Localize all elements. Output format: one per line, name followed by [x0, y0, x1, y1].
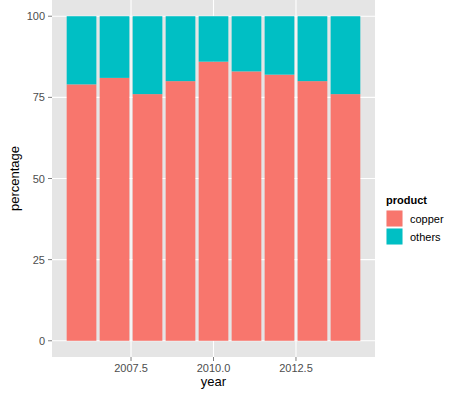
- x-axis-title: year: [201, 374, 227, 389]
- tick-label: 0: [39, 335, 45, 347]
- legend-key-bg: [386, 210, 403, 227]
- panel: [52, 0, 375, 357]
- legend-key: [387, 229, 403, 245]
- bar-segment: [265, 75, 295, 341]
- grid-line: [130, 0, 131, 357]
- bar-segment: [100, 16, 130, 78]
- bar-segment: [298, 81, 328, 341]
- tick: [48, 259, 52, 260]
- bar-segment: [199, 16, 229, 61]
- bar-segment: [331, 94, 361, 341]
- bars: [67, 16, 361, 341]
- legend-label: others: [410, 231, 441, 243]
- grid-line: [295, 0, 296, 357]
- tick: [295, 357, 296, 361]
- bar-segment: [232, 16, 262, 71]
- tick-label: 2007.5: [114, 362, 148, 374]
- tick-label: 75: [33, 91, 45, 103]
- tick: [213, 357, 214, 361]
- bar-segment: [331, 16, 361, 94]
- y-axis-title: percentage: [7, 146, 22, 211]
- bar-segment: [199, 62, 229, 341]
- bar-segment: [265, 16, 295, 74]
- bar-segment: [232, 71, 262, 340]
- tick: [48, 340, 52, 341]
- bar-segment: [67, 16, 97, 84]
- bar-segment: [166, 81, 196, 341]
- bar-segment: [67, 84, 97, 340]
- chart: 0 25 50 75 100 2007.5 2010.0 2012.5 year percenta…: [0, 0, 474, 395]
- tick-label: 2010.0: [197, 362, 231, 374]
- tick: [131, 357, 132, 361]
- tick-label: 2012.5: [279, 362, 313, 374]
- legend-title: product: [386, 194, 427, 206]
- tick-label: 100: [27, 10, 45, 22]
- tick-label: 50: [33, 173, 45, 185]
- tick-label: 25: [33, 254, 45, 266]
- bar-segment: [100, 78, 130, 341]
- legend-label: copper: [410, 213, 444, 225]
- tick: [48, 16, 52, 17]
- bar-segment: [133, 94, 163, 341]
- chart-container: 0 25 50 75 100 2007.5 2010.0 2012.5 year percenta…: [0, 0, 474, 395]
- legend-key: [387, 211, 403, 227]
- tick: [48, 178, 52, 179]
- bar-segment: [166, 16, 196, 81]
- tick: [48, 97, 52, 98]
- legend-key-bg: [386, 228, 403, 245]
- bar-segment: [298, 16, 328, 81]
- bar-segment: [133, 16, 163, 94]
